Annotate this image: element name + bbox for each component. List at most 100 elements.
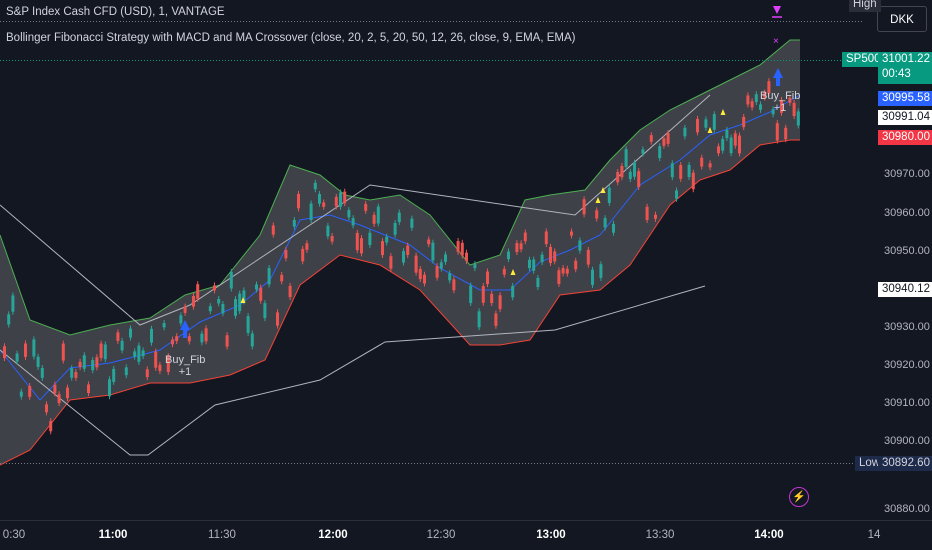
candle-body [150,328,153,343]
currency-button[interactable]: DKK [877,6,927,32]
candle-body [234,299,237,316]
candle-body [343,191,347,204]
candle-body [91,360,95,371]
candle-body [481,286,485,303]
candle-body [738,135,741,154]
candle-body [717,146,720,154]
candle-body [221,304,225,314]
buy-arrow-icon [773,68,783,86]
candle-body [414,255,418,273]
candle-body [733,133,737,146]
price-tick: 30880.00 [884,503,930,515]
candle-body [36,356,40,367]
candle-body [238,293,242,312]
candle-body [82,355,86,369]
candle-body [368,232,372,245]
candle-body [704,119,708,128]
candle-body [775,123,779,141]
candle-body [565,268,569,274]
candle-body [624,149,628,167]
time-tick: 0:30 [2,529,26,541]
signal-triangle [600,187,606,193]
time-tick: 11:00 [98,529,128,541]
candle-body [578,240,582,251]
candle-body [435,266,439,278]
candle-body [494,313,498,326]
upper-band-value: 30995.58 [878,91,932,106]
candle-body [200,333,204,343]
candle-body [137,345,141,362]
candle-body [376,206,380,224]
candle-body [532,259,536,271]
candle-body [691,172,695,190]
candles [3,78,800,435]
candle-body [687,164,691,178]
candle-body [750,101,754,108]
candle-body [796,111,800,126]
candle-body [141,350,145,357]
candle-body [313,182,317,190]
candle-body [347,210,351,218]
time-tick: 14 [867,529,881,541]
candle-body [637,171,641,187]
candle-body [217,298,221,304]
signal-triangle [720,109,726,115]
indicator-title[interactable]: Bollinger Fibonacci Strategy with MACD a… [6,32,576,44]
candle-body [276,312,279,326]
candle-body [95,357,99,368]
symbol-badge: SP500 [842,52,885,67]
candle-body [439,262,443,269]
candle-body [397,212,401,223]
candle-body [788,97,792,103]
candle-body [511,285,515,298]
lightning-icon[interactable]: ⚡ [789,487,809,507]
candle-body [599,264,603,278]
candle-body [15,353,19,362]
price-tick: 30960.00 [884,207,930,219]
candle-body [683,127,687,137]
candle-body [292,219,296,227]
buy-signal-label: Buy_Fib +1 [165,354,206,378]
signal-triangle [707,127,713,133]
price-tick: 30930.00 [884,321,930,333]
fib-lower-line [0,285,706,456]
candle-body [192,295,195,307]
candle-body [175,336,179,342]
low-label: Low [855,456,885,471]
candle-body [355,232,359,251]
candle-body [502,268,506,275]
candle-body [171,339,174,345]
candle-body [658,146,662,159]
candle-body [759,104,762,110]
candle-body [166,356,170,373]
candle-body [57,394,61,404]
candle-body [11,295,15,312]
candle-body [784,127,788,140]
symbol-title[interactable]: S&P Index Cash CFD (USD), 1, VANTAGE [6,6,225,18]
candle-body [259,287,263,301]
candle-body [246,316,250,333]
candle-body [612,223,615,233]
candle-body [427,239,431,245]
signal-triangle [510,269,516,275]
candle-body [372,214,376,224]
candle-body [431,242,435,261]
candle-body [675,190,678,199]
candle-body [263,303,267,319]
candle-body [540,254,544,263]
candle-body [381,241,384,256]
candle-body [213,285,216,291]
candle-body [53,384,57,394]
candle-body [607,187,611,203]
candle-body [477,311,481,328]
candle-body [280,274,284,282]
candle-body [725,129,729,139]
candle-body [45,404,48,413]
candle-body [301,248,305,262]
candle-body [208,306,212,312]
candle-body [721,138,725,151]
candle-body [570,231,573,236]
candle-body [402,251,405,263]
candle-body [645,206,649,220]
